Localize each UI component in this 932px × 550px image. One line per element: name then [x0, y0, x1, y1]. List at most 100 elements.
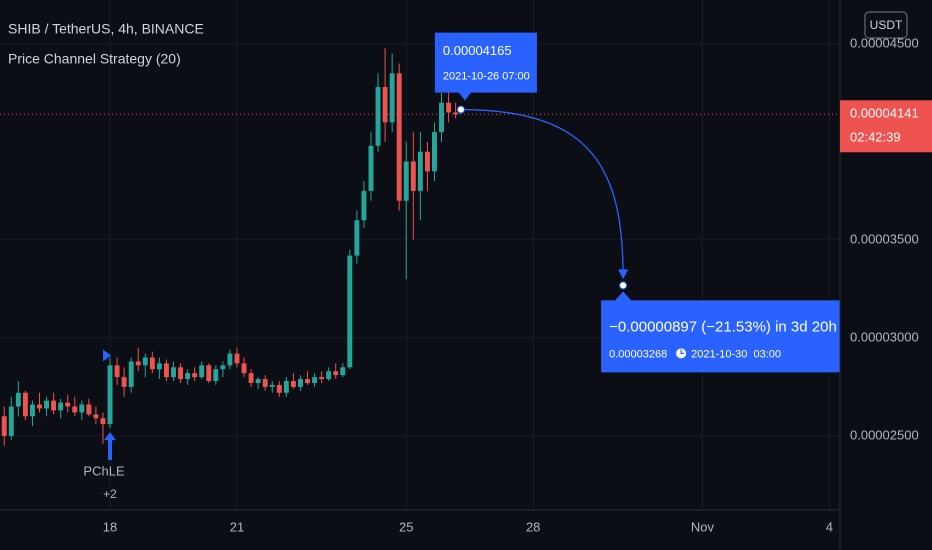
candle-body — [171, 367, 176, 378]
countdown-label: 02:42:39 — [850, 130, 901, 145]
last-price-box — [840, 100, 932, 153]
candle-body — [241, 363, 247, 374]
candle-body — [192, 373, 198, 378]
projection-arrowhead — [618, 269, 629, 280]
candle-body — [178, 367, 184, 380]
candle-body — [213, 369, 219, 382]
candle-body — [410, 161, 416, 191]
candle-body — [51, 400, 57, 411]
candle-body — [8, 406, 14, 436]
candle-body — [269, 384, 275, 387]
candle-body — [114, 365, 120, 378]
candle-body — [347, 255, 353, 368]
last-price-label: 0.00004141 — [850, 106, 919, 121]
candle-body — [156, 363, 162, 370]
candle-body — [375, 87, 381, 146]
candle-body — [72, 406, 78, 413]
candle-body — [44, 400, 50, 409]
projection-curve — [460, 108, 624, 278]
candle-body — [58, 402, 64, 411]
candle-body — [220, 365, 226, 370]
candle-body — [354, 220, 360, 256]
x-tick-label: 21 — [230, 519, 244, 534]
candle-body — [368, 145, 374, 191]
end-price-label: 0.00003268 — [609, 348, 667, 360]
candle-body — [37, 404, 42, 409]
candle-body — [93, 414, 99, 419]
candle-body — [446, 102, 452, 113]
candle-body — [396, 73, 402, 201]
candle-body — [206, 365, 212, 382]
overlay: 0.00004165 2021-10-26 07:00 −0.00000897 (−… — [0, 32, 840, 501]
x-tick-label: 4 — [826, 519, 833, 534]
candle-body — [79, 404, 85, 413]
candle-body — [227, 353, 233, 366]
candle-body — [431, 132, 437, 172]
start-label-box — [434, 32, 537, 101]
candle-body — [283, 381, 289, 393]
start-price-label: 0.00004165 — [443, 43, 512, 58]
candle-body — [163, 363, 169, 378]
clock-hands — [680, 349, 685, 354]
candle-body — [262, 379, 268, 387]
candle-body — [326, 371, 332, 380]
y-tick-label: 0.00003500 — [850, 231, 919, 246]
indicator-name: Price Channel Strategy (20) — [8, 51, 181, 67]
candle-body — [417, 151, 423, 191]
candle-body — [319, 377, 325, 380]
end-label-box — [601, 291, 840, 373]
chart-title: SHIB / TetherUS, 4h, BINANCE — [8, 21, 204, 37]
candle-body — [290, 381, 296, 387]
candle-body — [107, 365, 113, 425]
candle-body — [185, 373, 191, 380]
end-time-label: 2021-10-30 03:00 — [691, 348, 781, 360]
candle-body — [389, 73, 395, 123]
currency-button[interactable] — [864, 11, 908, 39]
candle-body — [453, 112, 459, 115]
candle-body — [128, 361, 134, 387]
candle-body — [255, 379, 261, 383]
candle-body — [312, 377, 318, 383]
signal-count: +2 — [103, 487, 117, 501]
y-tick-label: 0.00003000 — [850, 329, 919, 344]
signal-label: PChLE — [83, 463, 125, 478]
candle-body — [382, 87, 388, 123]
candle-body — [1, 416, 7, 436]
candle-body — [333, 371, 339, 376]
x-tick-label: 25 — [399, 519, 413, 534]
change-label: −0.00000897 (−21.53%) in 3d 20h — [609, 318, 837, 335]
start-time-label: 2021-10-26 07:00 — [443, 70, 530, 82]
entry-marker — [103, 349, 112, 362]
currency-label[interactable]: USDT — [870, 18, 903, 32]
candle-body — [100, 418, 106, 425]
signal-arrow — [104, 432, 117, 461]
x-tick-label: 18 — [103, 519, 117, 534]
candle-body — [234, 353, 240, 364]
candle-body — [65, 402, 71, 407]
candle-body — [340, 367, 346, 376]
candle-body — [403, 161, 409, 201]
y-tick-label: 0.00002500 — [850, 427, 919, 442]
candle-body — [29, 404, 35, 417]
candle-body — [248, 373, 254, 383]
candle-body — [276, 384, 282, 393]
candle-body — [22, 392, 28, 417]
candle-body — [142, 357, 148, 366]
candle-body — [86, 404, 92, 415]
projection-end-point — [619, 281, 628, 290]
candle-body — [439, 102, 444, 133]
candle-body — [297, 379, 303, 387]
projection-start-point — [456, 105, 465, 114]
candle-body — [149, 357, 155, 370]
candle-body — [15, 392, 21, 407]
candle-body — [199, 365, 205, 378]
candle-body — [361, 190, 367, 221]
y-tick-label: 0.00004500 — [850, 35, 919, 50]
candle-body — [305, 379, 310, 383]
candle-body — [135, 361, 141, 366]
candle-body — [121, 377, 127, 387]
x-tick-label: 28 — [526, 519, 540, 534]
candle-body — [424, 151, 430, 172]
candles — [1, 47, 459, 446]
